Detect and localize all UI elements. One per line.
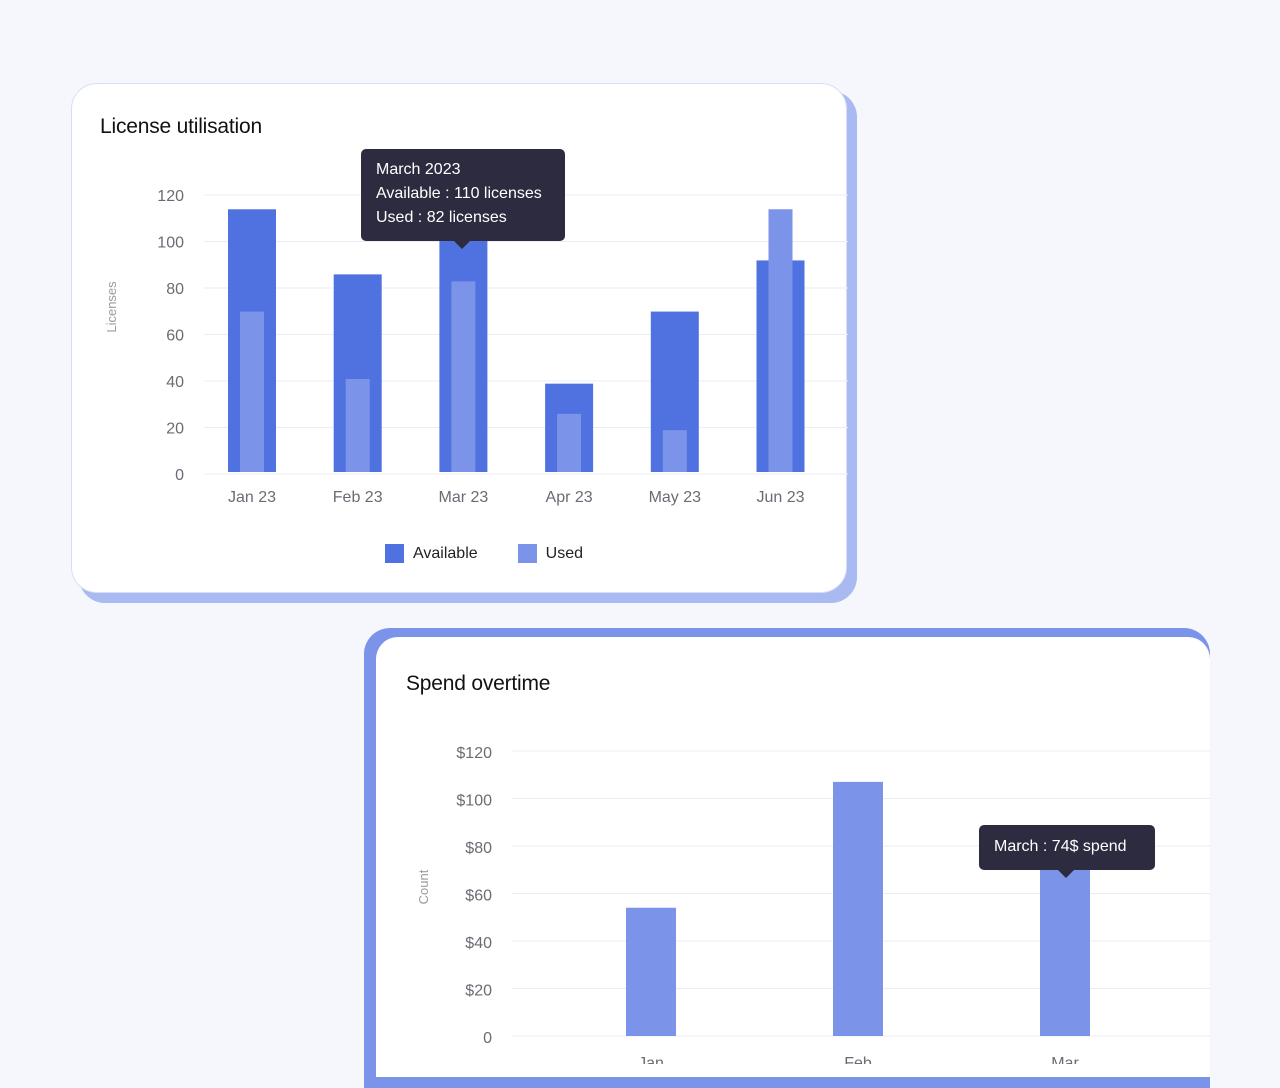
- tooltip-title: March 2023: [376, 161, 461, 178]
- bar-used: [768, 209, 793, 472]
- charts-svg: 0 20 40 60 80 100 120 Licenses Jan 23 Feb 23 Mar 2…: [104, 188, 1210, 1064]
- y-tick-label: $60: [465, 888, 492, 905]
- y-tick-label: 60: [166, 328, 184, 345]
- y-tick-label: $120: [456, 745, 492, 762]
- bar-spend: [833, 781, 883, 1036]
- legend-swatch-used: [517, 544, 537, 563]
- y-tick-label: 0: [175, 467, 184, 484]
- y-tick-label: $100: [456, 793, 492, 810]
- bar-used: [662, 430, 687, 472]
- tooltip-used: Used : 82 licenses: [376, 209, 507, 226]
- spend-chart-title: Spend overtime: [406, 672, 551, 695]
- bar-used: [240, 311, 264, 472]
- y-tick-label: $20: [465, 983, 492, 1000]
- y-tick-label: $80: [465, 840, 492, 857]
- x-tick-label: May 23: [649, 489, 702, 506]
- license-legend: Available Used: [385, 544, 583, 563]
- y-tick-label: 0: [483, 1030, 492, 1047]
- license-chart-title: License utilisation: [100, 115, 262, 138]
- bar-used: [345, 379, 370, 472]
- tooltip-text: March : 74$ spend: [994, 838, 1127, 855]
- x-tick-label: Mar: [1051, 1055, 1079, 1064]
- bar-spend: [1040, 860, 1090, 1036]
- y-tick-label: 80: [166, 281, 184, 298]
- y-tick-label: 40: [166, 374, 184, 391]
- bar-used: [557, 413, 582, 472]
- y-tick-label: $40: [465, 935, 492, 952]
- x-tick-label: Jun 23: [756, 489, 804, 506]
- x-tick-label: Feb: [844, 1055, 872, 1064]
- x-tick-label: Jan 23: [228, 489, 276, 506]
- x-tick-label: Apr 23: [546, 489, 593, 506]
- tooltip-available: Available : 110 licenses: [376, 185, 542, 202]
- y-tick-label: 120: [157, 188, 184, 205]
- x-tick-label: Jan: [638, 1055, 664, 1064]
- x-tick-label: Mar 23: [439, 489, 489, 506]
- legend-label-used[interactable]: Used: [545, 544, 583, 562]
- x-tick-label: Feb 23: [333, 489, 383, 506]
- license-tooltip: March 2023 Available : 110 licenses Used…: [361, 149, 565, 249]
- bar-used: [451, 281, 476, 472]
- spend-tooltip: March : 74$ spend: [979, 825, 1155, 878]
- bar-spend: [626, 907, 676, 1036]
- legend-label-available[interactable]: Available: [413, 544, 478, 562]
- y-tick-label: 100: [157, 235, 184, 252]
- y-axis-label: Licenses: [104, 281, 119, 333]
- y-tick-label: 20: [166, 421, 184, 438]
- legend-swatch-available: [385, 544, 404, 563]
- y-axis-label: Count: [416, 869, 431, 904]
